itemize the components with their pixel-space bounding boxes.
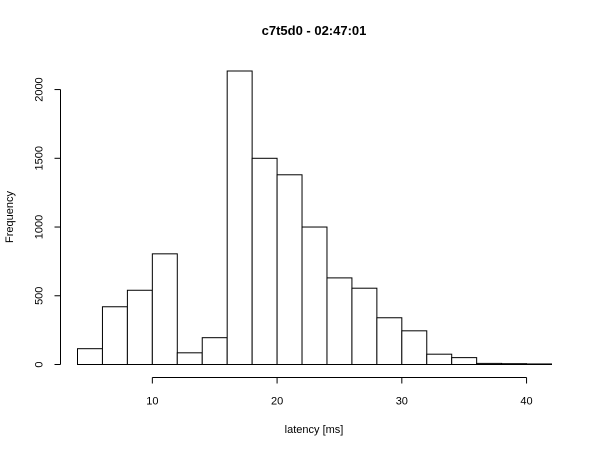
histogram-bar: [526, 363, 552, 365]
x-tick-label: 20: [271, 396, 283, 408]
histogram-bar: [251, 157, 278, 365]
x-axis: 10 20 30 40: [146, 377, 533, 408]
histogram-bar: [376, 317, 403, 365]
histogram-bar: [226, 70, 253, 365]
histogram-bar: [201, 337, 228, 365]
histogram-bar: [501, 363, 528, 365]
chart-title: c7t5d0 - 02:47:01: [262, 23, 367, 38]
histogram-bar: [401, 330, 428, 365]
histogram-bar: [101, 306, 128, 366]
histogram-bar: [126, 289, 153, 365]
y-axis: 0 500 1000 1500 2000: [34, 77, 61, 368]
histogram-bar: [77, 348, 103, 365]
histogram-bar: [301, 226, 328, 365]
histogram-bar: [151, 253, 178, 365]
histogram-bar: [476, 362, 503, 366]
y-tick-label: 500: [34, 287, 46, 305]
x-tick-label: 40: [520, 396, 532, 408]
histogram-bar: [176, 352, 203, 366]
histogram-bar: [276, 174, 303, 365]
y-tick-label: 2000: [34, 77, 46, 101]
x-tick-label: 30: [396, 396, 408, 408]
x-tick-label: 10: [146, 396, 158, 408]
y-axis-label: Frequency: [4, 191, 16, 243]
y-tick-label: 1000: [34, 215, 46, 239]
histogram-bar: [326, 277, 353, 365]
bars-group: [77, 70, 552, 366]
histogram-bar: [351, 287, 378, 365]
histogram-bar: [426, 353, 453, 366]
histogram-bar: [451, 357, 478, 366]
y-tick-label: 0: [34, 361, 46, 367]
x-axis-label: latency [ms]: [285, 424, 344, 436]
y-tick-label: 1500: [34, 146, 46, 170]
